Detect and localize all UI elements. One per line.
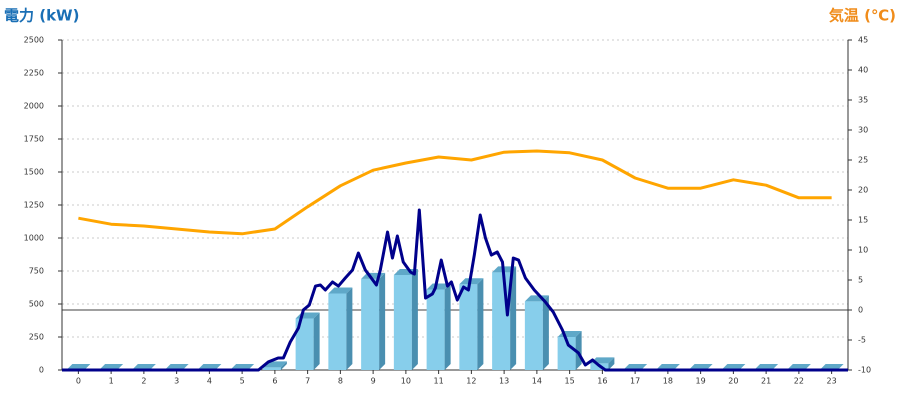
x-tick-label: 8 [338,377,343,386]
bar-front [524,301,543,370]
x-tick-label: 16 [597,377,607,386]
x-tick-label: 7 [305,377,310,386]
y-tick-label: 1500 [24,168,44,177]
x-tick-label: 9 [371,377,376,386]
bar-side [379,272,386,370]
bar-front [557,337,576,370]
y2-tick-label: -10 [858,366,871,375]
bar-front [492,272,511,370]
bar-front [262,367,281,370]
x-tick-label: 0 [76,377,81,386]
bar-side [411,268,418,370]
bar-front [393,274,412,370]
x-tick-label: 14 [532,377,542,386]
y2-tick-label: 15 [858,216,868,225]
line [78,149,832,236]
bar-side [510,266,517,370]
y-tick-label: 2000 [24,102,44,111]
bar-side [608,357,615,370]
y-axis-label: 電力 (kW) [4,7,79,25]
x-tick-label: 20 [728,377,738,386]
x-tick-label: 4 [207,377,212,386]
y-tick-label: 1000 [24,234,44,243]
x-tick-label: 17 [630,377,640,386]
y-tick-label: 250 [29,333,44,342]
bar-front [295,318,314,370]
bar-side [444,283,451,370]
x-tick-label: 5 [240,377,245,386]
y2-tick-label: -5 [858,336,866,345]
bar-side [346,287,353,370]
y-tick-label: 2500 [24,36,44,45]
y2-tick-label: 25 [858,156,868,165]
bar-front [426,289,445,370]
y-tick-label: 500 [29,300,44,309]
bar-side [313,312,320,370]
x-tick-label: 18 [663,377,673,386]
y-tick-label: 1750 [24,135,44,144]
y2-axis-label: 気温 (℃) [829,7,896,25]
x-tick-label: 21 [761,377,771,386]
x-tick-label: 22 [794,377,804,386]
y-tick-label: 750 [29,267,44,276]
x-tick-label: 6 [272,377,277,386]
x-tick-label: 13 [499,377,509,386]
line [62,208,848,372]
x-tick-label: 3 [174,377,179,386]
bar-front [361,278,380,370]
x-tick-label: 12 [466,377,476,386]
bar-side [575,331,582,370]
bar-top [426,283,451,290]
y2-tick-label: 5 [858,276,863,285]
x-tick-label: 10 [401,377,411,386]
y2-tick-label: 10 [858,246,868,255]
y2-tick-label: 20 [858,186,868,195]
y2-tick-label: 40 [858,66,868,75]
y2-tick-label: 35 [858,96,868,105]
bar-side [280,361,287,370]
y-tick-label: 1250 [24,201,44,210]
x-tick-label: 1 [109,377,114,386]
bar-side [477,278,484,370]
x-tick-label: 11 [434,377,444,386]
bar-front [328,293,347,370]
y2-tick-label: 45 [858,36,868,45]
x-tick-label: 23 [827,377,837,386]
bar-side [542,295,549,370]
bar-top [328,287,353,294]
y-tick-label: 0 [39,366,44,375]
bar-front [459,284,478,370]
x-tick-label: 2 [141,377,146,386]
y2-tick-label: 30 [858,126,868,135]
y-tick-label: 2250 [24,69,44,78]
y2-tick-label: 0 [858,306,863,315]
x-tick-label: 15 [565,377,575,386]
x-tick-label: 19 [696,377,706,386]
